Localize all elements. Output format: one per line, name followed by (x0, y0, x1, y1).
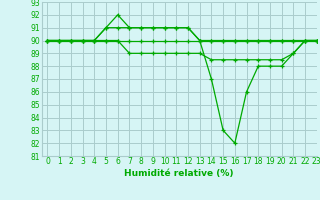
X-axis label: Humidité relative (%): Humidité relative (%) (124, 169, 234, 178)
